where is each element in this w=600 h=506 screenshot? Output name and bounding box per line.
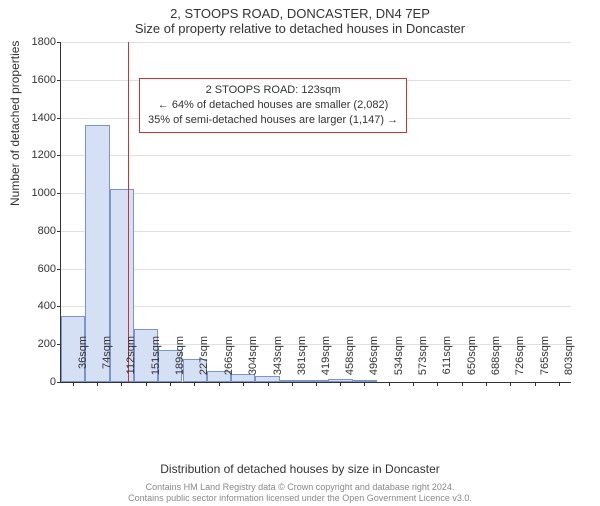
xtick-mark	[219, 382, 220, 386]
page-address: 2, STOOPS ROAD, DONCASTER, DN4 7EP	[0, 6, 600, 21]
xtick-label: 304sqm	[247, 336, 259, 386]
ytick-label: 800	[16, 225, 56, 237]
page-subtitle: Size of property relative to detached ho…	[0, 21, 600, 36]
ytick-mark	[57, 193, 61, 194]
xtick-mark	[121, 382, 122, 386]
xtick-mark	[559, 382, 560, 386]
annotation-box: 2 STOOPS ROAD: 123sqm← 64% of detached h…	[139, 78, 407, 133]
x-axis-label: Distribution of detached houses by size …	[0, 462, 600, 476]
xtick-label: 419sqm	[320, 336, 332, 386]
xtick-mark	[97, 382, 98, 386]
xtick-mark	[510, 382, 511, 386]
xtick-mark	[292, 382, 293, 386]
xtick-label: 74sqm	[101, 336, 113, 386]
gridline	[61, 231, 571, 232]
gridline	[61, 306, 571, 307]
xtick-mark	[486, 382, 487, 386]
xtick-mark	[146, 382, 147, 386]
xtick-label: 688sqm	[490, 336, 502, 386]
ytick-label: 1000	[16, 187, 56, 199]
ytick-label: 1600	[16, 74, 56, 86]
xtick-mark	[170, 382, 171, 386]
xtick-label: 611sqm	[441, 336, 453, 386]
xtick-label: 343sqm	[272, 336, 284, 386]
ytick-mark	[57, 80, 61, 81]
xtick-label: 534sqm	[393, 336, 405, 386]
xtick-mark	[340, 382, 341, 386]
chart-container: 02004006008001000120014001600180036sqm74…	[60, 42, 570, 412]
gridline	[61, 193, 571, 194]
xtick-mark	[364, 382, 365, 386]
ytick-label: 600	[16, 263, 56, 275]
xtick-label: 573sqm	[417, 336, 429, 386]
xtick-label: 36sqm	[77, 336, 89, 386]
xtick-label: 151sqm	[150, 336, 162, 386]
xtick-label: 381sqm	[296, 336, 308, 386]
xtick-mark	[462, 382, 463, 386]
annotation-line-3: 35% of semi-detached houses are larger (…	[148, 113, 398, 128]
annotation-line-2: ← 64% of detached houses are smaller (2,…	[148, 98, 398, 113]
xtick-mark	[73, 382, 74, 386]
ytick-mark	[57, 269, 61, 270]
xtick-mark	[268, 382, 269, 386]
xtick-label: 227sqm	[198, 336, 210, 386]
ytick-label: 0	[16, 376, 56, 388]
gridline	[61, 155, 571, 156]
xtick-label: 458sqm	[344, 336, 356, 386]
annotation-line-1: 2 STOOPS ROAD: 123sqm	[148, 83, 398, 98]
plot-area: 02004006008001000120014001600180036sqm74…	[60, 42, 571, 383]
gridline	[61, 269, 571, 270]
ytick-label: 1200	[16, 149, 56, 161]
xtick-label: 726sqm	[514, 336, 526, 386]
gridline	[61, 42, 571, 43]
xtick-label: 496sqm	[368, 336, 380, 386]
ytick-mark	[57, 118, 61, 119]
xtick-mark	[437, 382, 438, 386]
footer-attribution: Contains HM Land Registry data © Crown c…	[0, 482, 600, 505]
xtick-label: 112sqm	[125, 336, 137, 386]
ytick-label: 1800	[16, 36, 56, 48]
xtick-mark	[389, 382, 390, 386]
ytick-mark	[57, 306, 61, 307]
xtick-mark	[243, 382, 244, 386]
xtick-label: 803sqm	[563, 336, 575, 386]
property-marker-line	[128, 42, 129, 382]
xtick-label: 266sqm	[223, 336, 235, 386]
footer-line-1: Contains HM Land Registry data © Crown c…	[0, 482, 600, 493]
xtick-mark	[316, 382, 317, 386]
xtick-label: 650sqm	[466, 336, 478, 386]
xtick-mark	[413, 382, 414, 386]
xtick-mark	[194, 382, 195, 386]
ytick-mark	[57, 155, 61, 156]
xtick-mark	[535, 382, 536, 386]
ytick-mark	[57, 42, 61, 43]
ytick-mark	[57, 231, 61, 232]
ytick-label: 1400	[16, 112, 56, 124]
ytick-label: 400	[16, 300, 56, 312]
footer-line-2: Contains public sector information licen…	[0, 493, 600, 504]
xtick-label: 765sqm	[539, 336, 551, 386]
ytick-mark	[57, 382, 61, 383]
xtick-label: 189sqm	[174, 336, 186, 386]
ytick-label: 200	[16, 338, 56, 350]
